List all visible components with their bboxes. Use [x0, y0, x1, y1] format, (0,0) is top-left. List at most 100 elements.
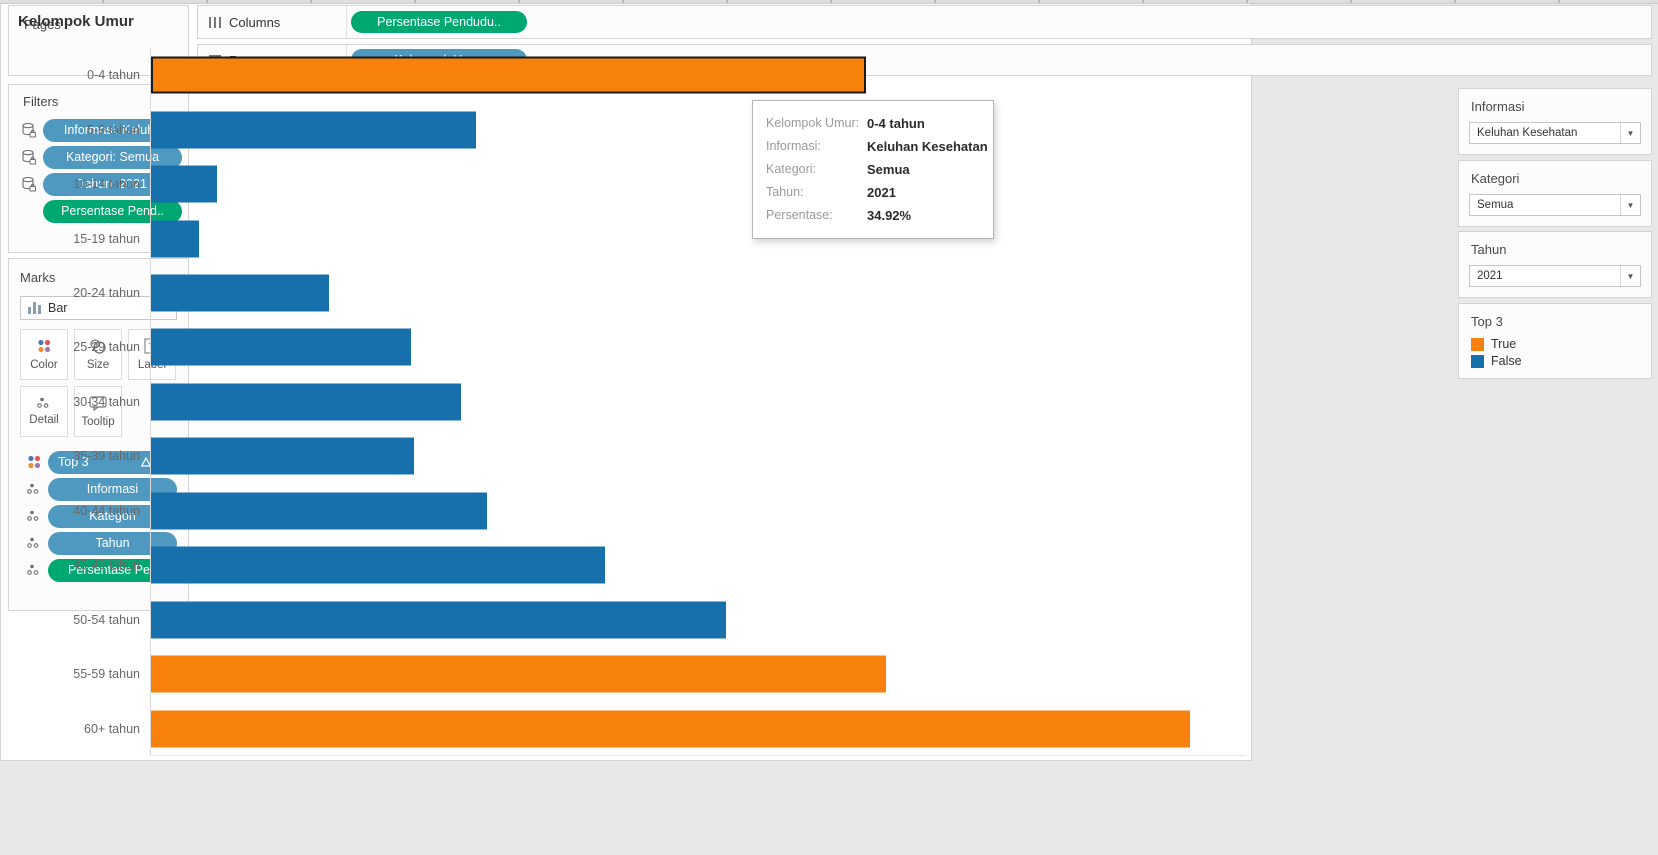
marks-pill-row: Tahun — [20, 531, 177, 555]
bar-50-54-tahun[interactable] — [151, 601, 726, 639]
button-label: Detail — [29, 414, 59, 426]
marks-pill[interactable]: Persentase Pe.. — [48, 558, 177, 582]
detail-icon-slot — [20, 564, 48, 576]
marks-pill[interactable]: Kategori — [48, 504, 177, 528]
datasource-filter-icon-slot — [15, 149, 43, 165]
legend-item-false[interactable]: False — [1471, 354, 1639, 368]
tooltip-button[interactable]: Tooltip — [74, 386, 122, 437]
bar-row: 55-59 tahun — [73, 647, 1246, 701]
bar-55-59-tahun[interactable] — [151, 655, 886, 693]
tooltip-row: Informasi: Keluhan Kesehatan — [766, 135, 988, 158]
legend-label: True — [1491, 337, 1517, 351]
filter-pill-row: Kategori: Semua — [15, 145, 182, 169]
parameter-card-kategori: Kategori Semua ▼ — [1458, 160, 1652, 227]
chevron-down-icon[interactable]: ▼ — [1620, 266, 1640, 286]
bar-10-14-tahun[interactable] — [151, 165, 217, 203]
tooltip-label: Tahun: — [766, 185, 804, 199]
detail-icon — [27, 564, 39, 575]
marks-pill[interactable]: Informasi — [48, 477, 177, 501]
bar-row: 45-49 tahun — [73, 538, 1246, 592]
category-label: 15-19 tahun — [73, 231, 140, 246]
category-label: 20-24 tahun — [73, 286, 140, 301]
bar-row: 5-9 tahun — [87, 102, 1246, 156]
parameter-card-informasi: Informasi Keluhan Kesehatan ▼ — [1458, 88, 1652, 155]
chart-area: Kelompok Umur 0-4 tahun 5-9 tahun 10-14 ta… — [0, 0, 1252, 761]
category-label: 45-49 tahun — [73, 558, 140, 573]
pages-title: Pages — [24, 17, 61, 32]
pill-label: Persentase Pe.. — [68, 563, 157, 577]
filter-pill-row: Tahun: 2021 — [15, 172, 182, 196]
marks-buttons: ColorSizeTLabelDetailTooltip — [20, 329, 180, 437]
filter-pill[interactable]: Tahun: 2021 — [43, 172, 182, 196]
bar-5-9-tahun[interactable] — [151, 111, 476, 149]
chevron-down-icon[interactable]: ▼ — [1620, 123, 1640, 143]
detail-button[interactable]: Detail — [20, 386, 68, 437]
pill-label: Kategori — [89, 509, 136, 523]
tooltip-value: Semua — [867, 162, 910, 177]
filter-pill[interactable]: Persentase Pend.. — [43, 199, 182, 223]
marks-card: Marks Bar ▼ ColorSizeTLabelDetailTooltip… — [8, 258, 189, 611]
tooltip-row: Persentase: 34.92% — [766, 204, 980, 227]
informasi-dropdown[interactable]: Keluhan Kesehatan ▼ — [1469, 122, 1641, 144]
dropdown-value: Semua — [1477, 199, 1514, 211]
category-label: 40-44 tahun — [73, 503, 140, 518]
datasource-filter-icon-slot — [15, 122, 43, 138]
marks-pill-row: Informasi — [20, 477, 177, 501]
bar-40-44-tahun[interactable] — [151, 492, 487, 530]
chevron-down-icon[interactable]: ▼ — [1620, 195, 1640, 215]
detail-icon — [27, 537, 39, 548]
pill-label: Informasi — [86, 482, 139, 496]
legend-title: Top 3 — [1471, 314, 1503, 329]
category-label: 0-4 tahun — [87, 68, 140, 83]
category-label: 35-39 tahun — [73, 449, 140, 464]
tooltip-value: 34.92% — [867, 208, 912, 223]
bar-25-29-tahun[interactable] — [151, 328, 411, 366]
dropdown-value: 2021 — [1477, 270, 1503, 282]
category-label: 50-54 tahun — [73, 612, 140, 627]
columns-shelf[interactable]: Columns Persentase Pendudu.. — [197, 5, 1652, 39]
legend-swatch — [1471, 354, 1484, 368]
marks-pill-row: Kategori — [20, 504, 177, 528]
bar-row: 40-44 tahun — [73, 484, 1246, 538]
color-icon — [28, 455, 41, 469]
color-button[interactable]: Color — [20, 329, 68, 380]
bar-row: 35-39 tahun — [73, 429, 1246, 483]
chart-title: Kelompok Umur — [18, 13, 134, 30]
tooltip-row: Kategori: Semua — [766, 158, 980, 181]
mark-type-value: Bar — [48, 301, 68, 315]
columns-label-text: Columns — [229, 14, 281, 30]
datasource-filter-icon — [22, 176, 36, 191]
tooltip-label: Kelompok Umur: — [766, 116, 860, 130]
filter-pill[interactable]: Informasi: Keluh.. — [43, 118, 182, 142]
category-label: 30-34 tahun — [73, 394, 140, 409]
tooltip-value: 2021 — [867, 185, 896, 200]
bar-35-39-tahun[interactable] — [151, 437, 414, 475]
color-icon — [38, 339, 51, 353]
bar-30-34-tahun[interactable] — [151, 383, 461, 421]
legend-swatch — [1471, 337, 1484, 351]
bar-15-19-tahun[interactable] — [151, 220, 199, 258]
legend-item-true[interactable]: True — [1471, 337, 1639, 351]
filter-pill-row: Persentase Pend.. — [15, 199, 182, 223]
size-button[interactable]: Size — [74, 329, 122, 380]
filter-pill-row: Informasi: Keluh.. — [15, 118, 182, 142]
category-label: 10-14 tahun — [73, 177, 140, 192]
button-label: Tooltip — [81, 415, 115, 428]
datasource-filter-icon — [22, 122, 36, 137]
bar-0-4-tahun[interactable] — [151, 56, 866, 94]
bar-60+-tahun[interactable] — [151, 710, 1190, 748]
bar-45-49-tahun[interactable] — [151, 546, 605, 584]
detail-icon — [27, 483, 39, 494]
kategori-dropdown[interactable]: Semua ▼ — [1469, 194, 1641, 216]
tooltip-value: Keluhan Kesehatan — [867, 139, 988, 154]
filter-pill[interactable]: Kategori: Semua — [43, 145, 182, 169]
bar-20-24-tahun[interactable] — [151, 274, 329, 312]
bar-chart-icon — [28, 302, 41, 314]
columns-pill[interactable]: Persentase Pendudu.. — [351, 11, 527, 33]
tahun-dropdown[interactable]: 2021 ▼ — [1469, 265, 1641, 287]
tooltip-label: Kategori: — [766, 162, 817, 176]
pages-shelf[interactable]: Pages — [8, 5, 189, 76]
bar-row: 15-19 tahun — [73, 211, 1246, 265]
marks-pill[interactable]: Tahun — [48, 531, 177, 555]
